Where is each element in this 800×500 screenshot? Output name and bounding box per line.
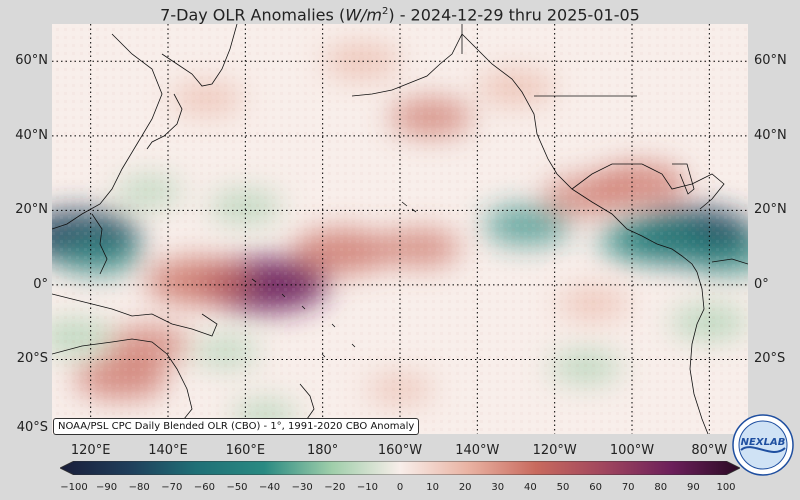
latitude-label: 0°	[33, 276, 48, 292]
colorbar-tick: 80	[654, 482, 668, 493]
title-prefix: 7-Day OLR Anomalies (	[160, 5, 346, 25]
colorbar-tick: 20	[458, 482, 472, 493]
coast-south-america-east	[711, 258, 748, 265]
coast-australia	[52, 338, 193, 434]
colorbar-tick: −40	[259, 482, 281, 493]
colorbar-tick: 90	[687, 482, 700, 493]
colorbar-tick: 30	[491, 482, 505, 493]
anomaly-map[interactable]	[52, 24, 748, 434]
latitude-label: 40°N	[754, 127, 787, 143]
map-texture	[52, 24, 748, 434]
colorbar-tick: −60	[193, 482, 215, 493]
colorbar-tick: 0	[396, 482, 404, 493]
latitude-label: 20°N	[754, 202, 787, 218]
longitude-label: 100°W	[609, 443, 655, 458]
coast-new-zealand	[299, 383, 315, 420]
coast-alaska	[351, 33, 463, 97]
title-date-range: ) - 2024-12-29 thru 2025-01-05	[388, 5, 640, 25]
longitude-label: 120°W	[532, 443, 577, 458]
coast-gulf	[571, 163, 725, 210]
coast-philippines	[91, 213, 108, 275]
coast-pacific-islands	[251, 278, 356, 358]
latitude-label: 20°N	[15, 202, 48, 218]
noaa-logo: NEXLAB	[732, 414, 794, 476]
colorbar-tick: −20	[324, 482, 346, 493]
colorbar-tick: −80	[128, 482, 150, 493]
colorbar-tick: −10	[356, 482, 378, 493]
colorbar-tick: −30	[291, 482, 313, 493]
colorbar-tick: −100	[60, 482, 88, 493]
data-source-credit: NOAA/PSL CPC Daily Blended OLR (CBO) - 1…	[53, 418, 420, 435]
longitude-label: 160°W	[377, 443, 423, 458]
colorbar-tick: 40	[524, 482, 537, 493]
logo-lettering: NEXLAB	[741, 437, 786, 448]
coast-hawaii	[401, 201, 417, 213]
coast-asia	[52, 33, 163, 230]
coast-south-america	[689, 271, 709, 434]
colorbar-tick: −90	[96, 482, 118, 493]
longitude-label: 180°	[306, 443, 339, 458]
colorbar-gradient	[60, 461, 740, 475]
colorbar-tick: −50	[226, 482, 248, 493]
latitude-label: 0°	[754, 276, 769, 292]
coast-indonesia	[52, 293, 218, 337]
graticule	[52, 24, 748, 434]
longitude-label: 140°W	[455, 443, 500, 458]
map-title: 7-Day OLR Anomalies (W/m2) - 2024-12-29 …	[0, 0, 800, 24]
title-units-exponent: 2	[381, 6, 389, 17]
colorbar-tick: 100	[716, 482, 736, 493]
latitude-label: 60°N	[754, 53, 787, 69]
latitude-label: 20°S	[754, 351, 786, 367]
colorbar-tick: −70	[161, 482, 183, 493]
latitude-label: 40°S	[16, 420, 48, 435]
coast-florida	[672, 163, 695, 195]
colorbar-tick: 70	[621, 482, 635, 493]
colorbar-tick: 50	[556, 482, 570, 493]
title-units: W/m	[345, 5, 382, 25]
longitude-label: 140°E	[148, 443, 188, 458]
longitude-label: 160°E	[225, 443, 266, 458]
latitude-label: 20°S	[16, 351, 48, 367]
longitude-label: 120°E	[70, 443, 111, 458]
colorbar-tick: 60	[589, 482, 602, 493]
coastlines	[52, 24, 748, 434]
coast-kamchatka	[161, 24, 238, 87]
colorbar-tick: 10	[426, 482, 439, 493]
latitude-label: 40°N	[15, 127, 48, 143]
map-panel[interactable]	[52, 24, 748, 434]
latitude-label: 60°N	[15, 53, 48, 69]
longitude-label: 80°W	[691, 443, 728, 458]
colorbar	[60, 461, 740, 475]
coast-japan	[146, 93, 183, 150]
